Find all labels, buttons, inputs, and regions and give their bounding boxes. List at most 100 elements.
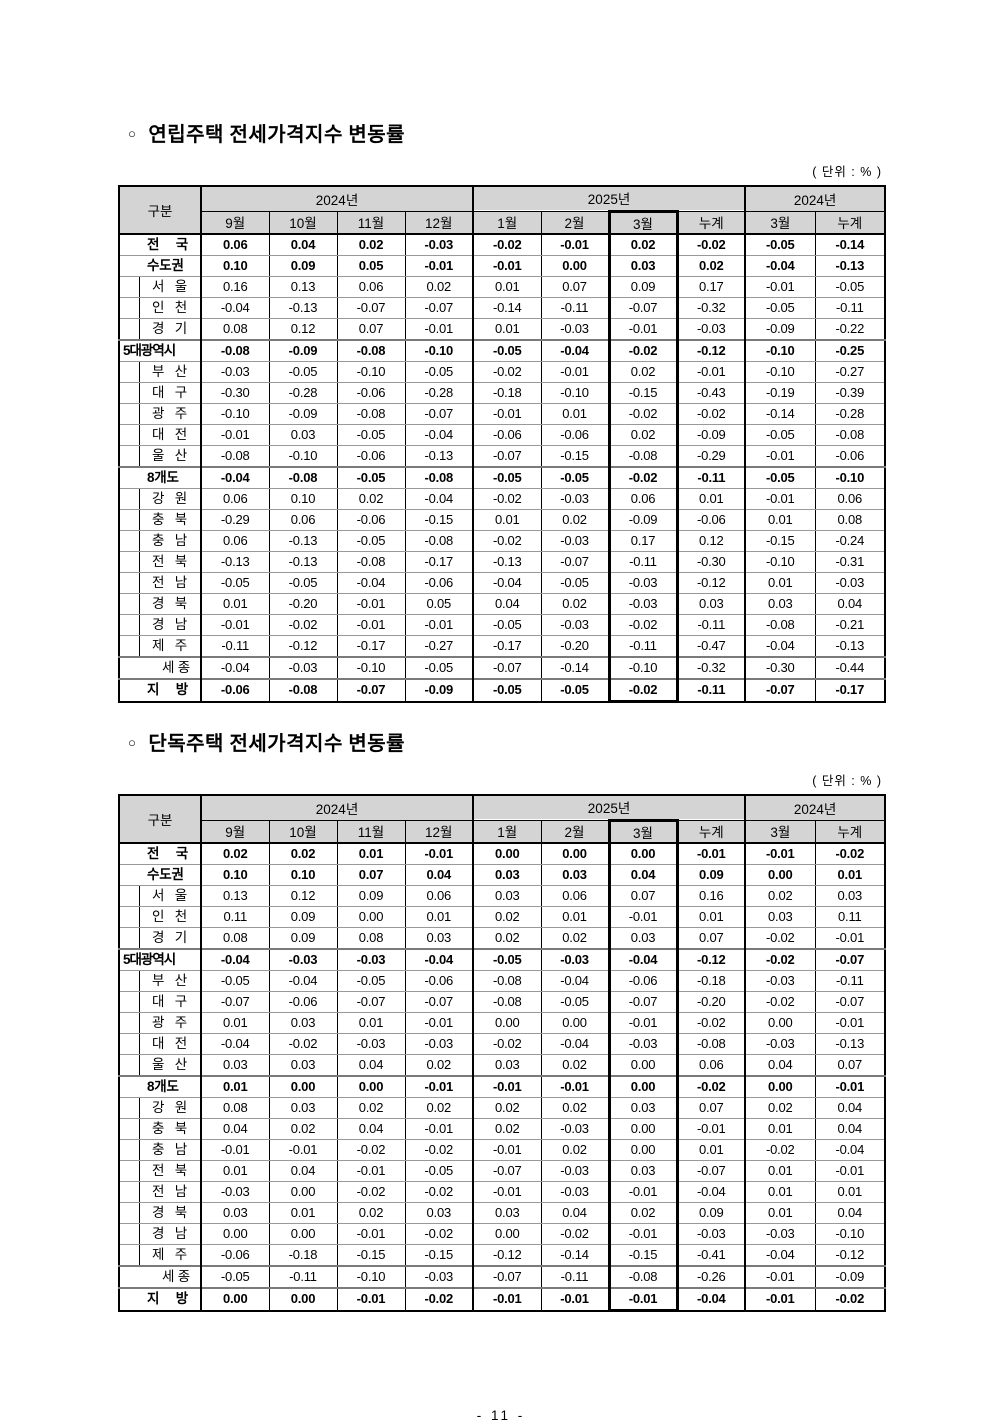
value-cell: -0.12 (676, 948, 746, 971)
section-detached-house: ○ 단독주택 전세가격지수 변동률 ( 단위 : % ) 구분 2024년 20… (118, 727, 887, 1312)
value-cell: -0.10 (540, 382, 610, 404)
value-cell: 0.00 (472, 1223, 542, 1245)
value-cell: 0.02 (472, 1097, 542, 1119)
value-cell: -0.08 (472, 991, 542, 1013)
value-cell: -0.17 (404, 551, 474, 573)
value-cell: 0.01 (744, 1202, 816, 1224)
value-cell: -0.11 (814, 970, 886, 992)
value-cell: -0.05 (200, 970, 270, 992)
value-cell: -0.05 (472, 466, 542, 489)
page-number: - 11 - (476, 1408, 526, 1423)
value-cell: -0.01 (814, 1012, 886, 1034)
section-title-text: 연립주택 전세가격지수 변동률 (148, 124, 406, 146)
value-cell-highlighted: -0.01 (607, 1223, 679, 1245)
row-label: 지 방 (118, 678, 202, 703)
value-cell: 0.03 (268, 424, 338, 446)
header-month: 2월 (540, 819, 610, 844)
value-cell: 0.00 (200, 1287, 270, 1312)
value-cell: 0.01 (200, 593, 270, 615)
value-cell: 0.01 (744, 1118, 816, 1140)
value-cell: 0.04 (814, 1118, 886, 1140)
circle-bullet-icon: ○ (128, 735, 137, 750)
value-cell: 0.02 (472, 927, 542, 950)
value-cell: 0.01 (472, 509, 542, 531)
table-row: 제 주 -0.11 -0.12 -0.17 -0.27 -0.17 -0.20 -0.11 -0… (118, 635, 886, 658)
value-cell: -0.07 (472, 445, 542, 468)
value-cell: -0.29 (676, 445, 746, 468)
value-cell: -0.30 (744, 656, 816, 680)
value-cell: 0.02 (336, 488, 406, 510)
value-cell: 0.03 (268, 1054, 338, 1077)
value-cell: -0.01 (744, 276, 816, 298)
value-cell: 0.03 (472, 885, 542, 907)
value-cell: -0.01 (472, 1139, 542, 1161)
value-cell: -0.15 (404, 1244, 474, 1267)
header-month: 12월 (404, 819, 474, 844)
value-cell: -0.10 (336, 361, 406, 383)
value-cell: -0.08 (268, 678, 338, 703)
value-cell-highlighted: 0.00 (607, 842, 679, 865)
value-cell: -0.04 (540, 339, 610, 362)
value-cell: -0.06 (814, 445, 886, 468)
value-cell: -0.02 (268, 1033, 338, 1055)
row-label: 충 북 (118, 1118, 202, 1140)
table-row: 지 방 0.00 0.00 -0.01 -0.02 -0.01 -0.01 -0.01 -0.0… (118, 1287, 886, 1312)
value-cell: -0.03 (744, 970, 816, 992)
row-label: 대 전 (118, 1033, 202, 1055)
value-cell: 0.05 (336, 255, 406, 277)
value-cell: -0.44 (814, 656, 886, 680)
value-cell: -0.28 (814, 403, 886, 425)
value-cell: -0.02 (540, 1223, 610, 1245)
value-cell: 0.09 (676, 1202, 746, 1224)
value-cell-highlighted: -0.02 (607, 466, 679, 489)
value-cell-highlighted: 0.03 (607, 927, 679, 950)
value-cell: -0.12 (676, 339, 746, 362)
value-cell: -0.09 (814, 1265, 886, 1289)
value-cell: 0.04 (472, 593, 542, 615)
value-cell: -0.07 (472, 1160, 542, 1182)
header-month: 10월 (268, 819, 338, 844)
value-cell: -0.09 (268, 403, 338, 425)
value-cell: 0.02 (540, 1139, 610, 1161)
circle-bullet-icon: ○ (128, 126, 137, 141)
row-label: 전 남 (118, 572, 202, 594)
value-cell: -0.11 (676, 678, 746, 703)
value-cell: -0.08 (676, 1033, 746, 1055)
value-cell: -0.01 (200, 424, 270, 446)
value-cell: -0.03 (540, 318, 610, 341)
value-cell: -0.07 (404, 991, 474, 1013)
row-label: 수도권 (118, 255, 202, 277)
value-cell: -0.15 (540, 445, 610, 468)
value-cell: 0.03 (268, 1097, 338, 1119)
value-cell: -0.02 (336, 1139, 406, 1161)
value-cell: 0.01 (744, 1181, 816, 1203)
value-cell: -0.08 (404, 466, 474, 489)
value-cell: 0.04 (336, 1118, 406, 1140)
value-cell: -0.02 (472, 488, 542, 510)
value-cell: -0.27 (814, 361, 886, 383)
value-cell: -0.41 (676, 1244, 746, 1267)
value-cell: 0.01 (540, 403, 610, 425)
value-cell: -0.02 (336, 1181, 406, 1203)
value-cell: -0.01 (404, 1012, 474, 1034)
value-cell: 0.01 (200, 1075, 270, 1098)
value-cell: -0.03 (540, 614, 610, 636)
value-cell: -0.24 (814, 530, 886, 552)
header-month: 1월 (472, 819, 542, 844)
value-cell: 0.06 (268, 509, 338, 531)
value-cell: -0.02 (404, 1181, 474, 1203)
value-cell: 0.11 (200, 906, 270, 928)
table-row: 인 천 0.11 0.09 0.00 0.01 0.02 0.01 -0.01 0.01 0.03… (118, 906, 886, 928)
value-cell: 0.03 (472, 1202, 542, 1224)
header-gubun: 구분 (118, 794, 202, 844)
header-month: 누계 (676, 210, 746, 235)
value-cell: 0.02 (472, 906, 542, 928)
value-cell: -0.04 (744, 1244, 816, 1267)
value-cell: 0.06 (404, 885, 474, 907)
value-cell: 0.03 (404, 927, 474, 950)
header-month: 9월 (200, 819, 270, 844)
value-cell: -0.07 (472, 656, 542, 680)
value-cell: 0.04 (744, 1054, 816, 1077)
value-cell: 0.02 (540, 593, 610, 615)
row-label: 경 북 (118, 593, 202, 615)
